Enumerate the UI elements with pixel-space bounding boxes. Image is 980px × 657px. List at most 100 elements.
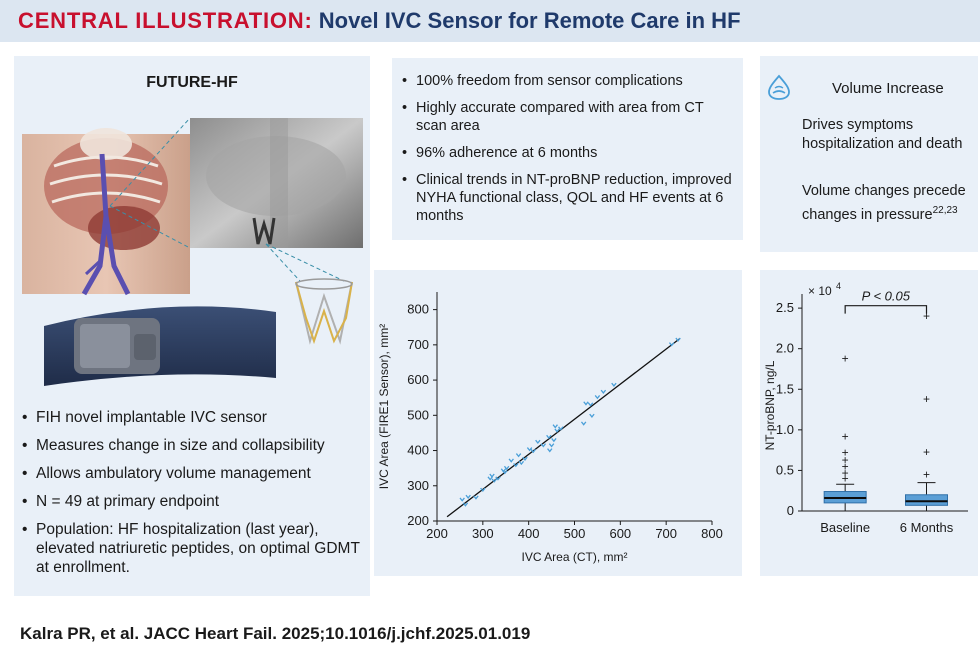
y-tick-label: 700 bbox=[407, 337, 429, 352]
data-point bbox=[600, 389, 607, 395]
y-axis-label: NT-proBNP, ng/L bbox=[763, 360, 777, 450]
y-tick-label: 400 bbox=[407, 443, 429, 458]
data-point bbox=[589, 413, 595, 418]
data-point bbox=[462, 502, 469, 507]
data-point bbox=[530, 448, 536, 454]
data-point bbox=[465, 494, 471, 499]
data-point bbox=[535, 439, 541, 445]
x-tick-label: 800 bbox=[701, 526, 723, 541]
list-item: FIH novel implantable IVC sensor bbox=[22, 408, 367, 427]
list-item: Clinical trends in NT-proBNP reduction, … bbox=[402, 171, 738, 225]
outlier-marker: + bbox=[842, 459, 849, 473]
outlier-marker: + bbox=[923, 445, 930, 459]
left-bullet-list: FIH novel implantable IVC sensor Measure… bbox=[22, 408, 367, 586]
list-item: N = 49 at primary endpoint bbox=[22, 492, 367, 511]
significance-bracket bbox=[844, 305, 928, 314]
data-point bbox=[547, 448, 553, 453]
y-tick-label: 800 bbox=[407, 302, 429, 317]
outlier-marker: + bbox=[923, 467, 930, 481]
data-point bbox=[551, 438, 557, 443]
ivc-sensor-graphic bbox=[295, 278, 353, 345]
volume-point-2-ref: 22,23 bbox=[932, 205, 958, 216]
illustration-graphic bbox=[22, 117, 363, 386]
list-item: Population: HF hospitalization (last yea… bbox=[22, 520, 367, 577]
data-point bbox=[587, 402, 594, 407]
x-tick-label: 500 bbox=[564, 526, 586, 541]
x-tick-label: 700 bbox=[655, 526, 677, 541]
data-point bbox=[526, 447, 533, 452]
outlier-marker: + bbox=[842, 446, 849, 460]
title-lead: CENTRAL ILLUSTRATION: bbox=[18, 8, 313, 33]
y-tick-label: 500 bbox=[407, 407, 429, 422]
outlier-marker: + bbox=[842, 351, 849, 365]
data-point bbox=[558, 426, 564, 431]
data-point bbox=[594, 395, 601, 400]
data-point bbox=[611, 382, 617, 387]
data-point bbox=[480, 487, 486, 492]
box-iqr bbox=[905, 494, 948, 506]
outlier-marker: + bbox=[923, 309, 930, 323]
data-point bbox=[548, 443, 555, 448]
data-point bbox=[675, 337, 681, 342]
data-point bbox=[518, 460, 525, 466]
outlier-marker: + bbox=[842, 429, 849, 443]
y-tick-label: 0.5 bbox=[776, 462, 794, 477]
future-hf-title: FUTURE-HF bbox=[146, 74, 238, 91]
y-tick-label: 2.0 bbox=[776, 341, 794, 356]
results-bullet-list: 100% freedom from sensor complications H… bbox=[402, 72, 738, 234]
data-point bbox=[546, 434, 552, 440]
torso-illustration bbox=[22, 128, 190, 296]
data-point bbox=[489, 473, 495, 478]
title-main: Novel IVC Sensor for Remote Care in HF bbox=[318, 8, 741, 33]
y-multiplier-exponent: 4 bbox=[836, 281, 841, 291]
data-point bbox=[515, 453, 522, 458]
y-axis-label: IVC Area (FIRE1 Sensor), mm² bbox=[377, 324, 391, 489]
data-point bbox=[508, 458, 514, 463]
volume-point-1: Drives symptoms hospitalization and deat… bbox=[802, 117, 963, 152]
results-panel: 100% freedom from sensor complications H… bbox=[392, 58, 743, 240]
data-point bbox=[473, 495, 479, 500]
boxplot-chart: 0 0.5 1.0 1.5 2.0 2.5 × 10 4 NT-proBNP, ng/L P < … bbox=[763, 281, 968, 535]
list-item: 100% freedom from sensor complications bbox=[402, 72, 738, 90]
data-point bbox=[522, 456, 528, 461]
list-item: Highly accurate compared with area from … bbox=[402, 99, 738, 135]
y-tick-label: 200 bbox=[407, 513, 429, 528]
x-tick-label: 600 bbox=[609, 526, 631, 541]
volume-point-2-text: Volume changes precede changes in pressu… bbox=[802, 183, 966, 223]
volume-panel: Volume Increase Drives symptoms hospital… bbox=[760, 56, 978, 252]
wearable-belt-graphic bbox=[44, 306, 276, 386]
scatter-chart-panel: 200 300 400 500 600 700 800 200 300 400 500 600 700 8… bbox=[374, 270, 742, 576]
data-point bbox=[503, 465, 510, 471]
header-bar: CENTRAL ILLUSTRATION: Novel IVC Sensor f… bbox=[0, 0, 980, 42]
data-point bbox=[495, 476, 501, 481]
y-tick-label: 2.5 bbox=[776, 300, 794, 315]
y-tick-label: 600 bbox=[407, 372, 429, 387]
data-point bbox=[487, 476, 493, 481]
significance-label: P < 0.05 bbox=[862, 289, 911, 304]
x-tick-label: Baseline bbox=[820, 520, 870, 535]
outlier-marker: + bbox=[842, 453, 849, 467]
citation: Kalra PR, et al. JACC Heart Fail. 2025;1… bbox=[20, 624, 531, 643]
list-item: 96% adherence at 6 months bbox=[402, 144, 738, 162]
y-tick-label: 0 bbox=[787, 503, 794, 518]
fit-line bbox=[446, 337, 681, 518]
x-tick-label: 6 Months bbox=[900, 520, 954, 535]
data-point bbox=[502, 470, 508, 475]
y-tick-label: 1.0 bbox=[776, 422, 794, 437]
x-tick-label: 200 bbox=[426, 526, 448, 541]
xray-image bbox=[190, 118, 363, 248]
volume-heading: Volume Increase bbox=[832, 80, 944, 97]
y-tick-label: 300 bbox=[407, 478, 429, 493]
x-tick-label: 400 bbox=[518, 526, 540, 541]
scatter-chart: 200 300 400 500 600 700 800 200 300 400 500 600 700 8… bbox=[377, 292, 723, 564]
data-point bbox=[459, 497, 465, 502]
list-item: Allows ambulatory volume management bbox=[22, 464, 367, 483]
data-point bbox=[580, 421, 587, 426]
data-point bbox=[491, 478, 498, 483]
data-point bbox=[552, 424, 558, 429]
outlier-marker: + bbox=[842, 472, 849, 486]
x-tick-label: 300 bbox=[472, 526, 494, 541]
outlier-marker: + bbox=[842, 466, 849, 480]
volume-increase-icon bbox=[768, 74, 790, 100]
list-item: Measures change in size and collapsibili… bbox=[22, 436, 367, 455]
